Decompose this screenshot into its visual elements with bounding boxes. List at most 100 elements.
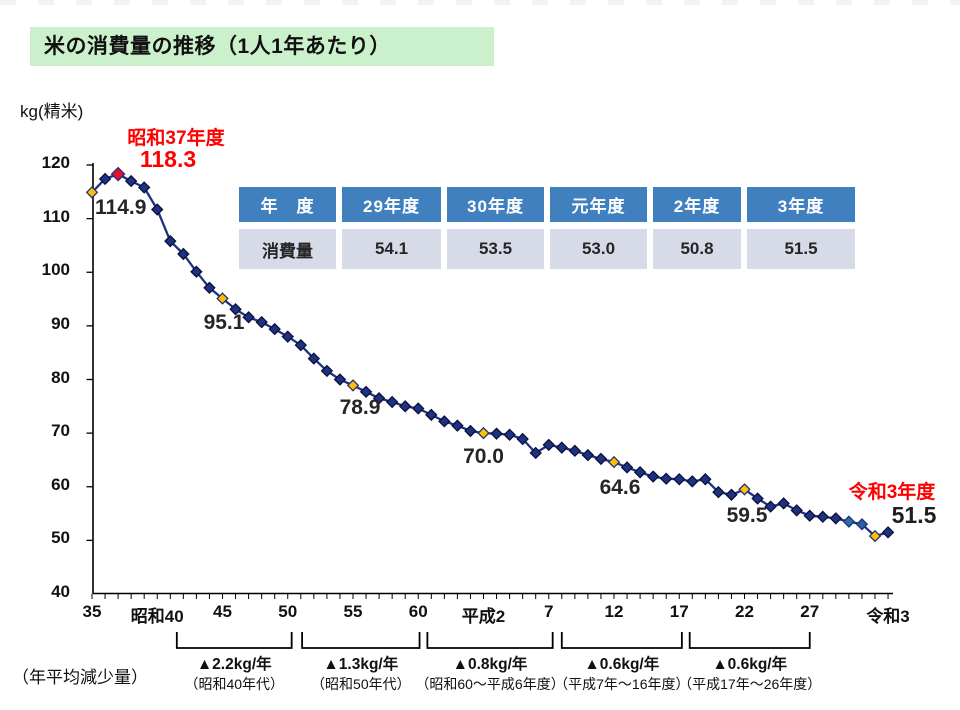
peak-annotation-value: 118.3: [139, 146, 197, 172]
x-tick-label: 17: [669, 602, 689, 621]
decline-period-label: （平成17年～26年度）: [678, 676, 822, 692]
point-value-label: 70.0: [463, 445, 504, 469]
decline-rate-label: ▲2.2kg/年: [196, 656, 272, 673]
data-point: [98, 172, 112, 186]
data-point: [151, 203, 164, 216]
peak-annotation-title: 昭和37年度: [127, 128, 225, 149]
table-row-label: 消費量: [239, 229, 336, 269]
period-bracket: [301, 632, 421, 649]
data-point: [177, 247, 190, 261]
data-point: [124, 174, 138, 188]
x-tick-label: 昭和40: [130, 607, 184, 626]
x-tick-label: 12: [604, 602, 624, 621]
data-point: [646, 470, 660, 483]
data-point: [229, 303, 242, 316]
y-tick-label: 60: [51, 474, 70, 494]
data-point: [816, 510, 830, 523]
data-point: [438, 415, 451, 428]
y-tick-label: 40: [51, 582, 70, 601]
latest-annotation-title: 令和3年度: [848, 482, 936, 503]
cropped-text-remnant: [0, 0, 960, 5]
x-tick-label: 27: [800, 602, 820, 621]
highlighted-data-point: [216, 292, 229, 305]
y-tick-label: 50: [51, 528, 70, 548]
table-data-row: 消費量 54.1 53.5 53.0 50.8 51.5: [239, 229, 855, 269]
x-tick-label: 60: [408, 602, 428, 621]
highlighted-data-point: [477, 426, 490, 440]
table-header-cell: 元年度: [550, 187, 647, 222]
data-point: [542, 438, 555, 452]
data-point: [242, 311, 255, 324]
data-point: [568, 444, 582, 458]
x-tick-label: 35: [82, 602, 102, 621]
highlighted-data-point: [110, 166, 126, 182]
highlighted-data-point: [346, 379, 360, 392]
point-value-label: 59.5: [726, 504, 768, 528]
highlighted-data-point: [607, 455, 621, 469]
period-bracket: [560, 632, 683, 649]
data-point: [333, 373, 347, 386]
data-point: [425, 408, 438, 422]
axis-lines: [92, 163, 893, 595]
y-tick-label: 80: [51, 367, 70, 387]
data-point: [803, 509, 816, 522]
x-tick-label: 45: [213, 602, 232, 621]
footer-lead-label: （年平均減少量）: [12, 668, 148, 687]
data-point: [516, 432, 529, 446]
data-point: [503, 428, 516, 441]
data-point: [359, 385, 373, 399]
consumption-summary-table: 年 度 29年度 30年度 元年度 2年度 3年度消費量 54.1 53.5 53.0 50.8 5…: [233, 180, 861, 276]
data-point: [451, 419, 464, 432]
decline-rate-label: ▲1.3kg/年: [323, 656, 399, 673]
x-tick-label: 令和3: [866, 607, 910, 626]
data-point: [555, 441, 569, 454]
y-tick-label: 70: [51, 421, 70, 441]
data-point: [294, 338, 308, 352]
y-tick-label: 120: [41, 153, 70, 172]
highlighted-data-point: [85, 186, 99, 199]
point-value-label: 78.9: [339, 396, 381, 420]
table-header-cell: 30年度: [447, 187, 544, 222]
y-axis-unit-label: kg(精米): [20, 102, 84, 121]
decline-period-label: （平成7年～16年度）: [554, 676, 690, 692]
data-point: [764, 500, 777, 513]
point-value-label: 114.9: [95, 196, 147, 220]
decline-period-label: （昭和50年代）: [311, 676, 411, 692]
highlighted-data-point: [738, 483, 751, 496]
highlighted-data-point: [855, 518, 869, 531]
data-point: [594, 452, 608, 466]
data-point: [777, 497, 790, 510]
table-value-cell: 53.0: [550, 229, 647, 269]
period-bracket: [175, 632, 293, 649]
data-point: [790, 504, 803, 517]
period-bracket: [688, 632, 811, 649]
table-header-row: 年 度 29年度 30年度 元年度 2年度 3年度: [239, 187, 855, 222]
x-tick-label: 平成2: [461, 607, 506, 626]
data-point: [281, 330, 294, 343]
data-point: [659, 472, 673, 485]
x-tick-label: 22: [735, 602, 754, 621]
highlighted-data-point: [868, 529, 882, 543]
x-tick-label: 7: [544, 602, 554, 621]
data-point: [686, 475, 699, 488]
table-value-cell: 51.5: [747, 229, 855, 269]
y-tick-label: 110: [42, 206, 70, 226]
decline-rate-label: ▲0.8kg/年: [452, 656, 528, 673]
decline-rate-label: ▲0.6kg/年: [712, 656, 788, 673]
table-value-cell: 54.1: [342, 229, 441, 269]
decline-period-label: （昭和60～平成6年度）: [415, 676, 565, 692]
data-point: [464, 424, 477, 438]
data-point: [255, 315, 268, 329]
y-tick-label: 90: [51, 313, 70, 333]
decline-period-label: （昭和40年代）: [184, 676, 285, 692]
period-bracket: [426, 632, 554, 649]
data-point: [725, 488, 738, 502]
table-header-cell: 3年度: [747, 187, 855, 222]
data-point: [751, 492, 764, 505]
data-point: [190, 265, 203, 278]
table-header-cell: 2年度: [653, 187, 741, 222]
data-point: [307, 352, 321, 365]
data-point: [529, 446, 542, 460]
